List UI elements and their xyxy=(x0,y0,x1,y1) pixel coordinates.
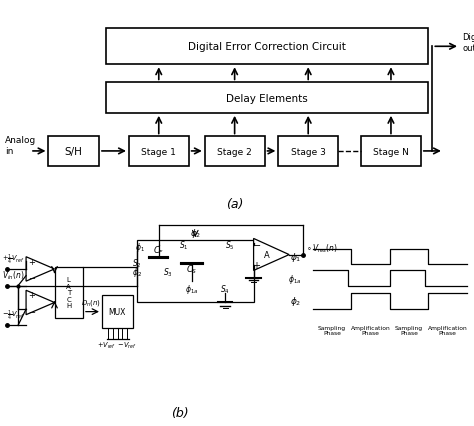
Text: Stage 3: Stage 3 xyxy=(291,147,326,156)
FancyBboxPatch shape xyxy=(278,137,338,166)
FancyBboxPatch shape xyxy=(106,83,428,114)
Text: $\phi_2$: $\phi_2$ xyxy=(132,266,142,279)
FancyBboxPatch shape xyxy=(102,295,133,328)
Text: S/H: S/H xyxy=(65,147,82,157)
Text: Sampling
Phase: Sampling Phase xyxy=(395,325,423,336)
Text: $+$: $+$ xyxy=(252,260,262,271)
FancyBboxPatch shape xyxy=(361,137,421,166)
Text: A: A xyxy=(264,250,269,259)
FancyBboxPatch shape xyxy=(106,29,428,65)
FancyBboxPatch shape xyxy=(129,137,189,166)
Text: Amplification
Phase: Amplification Phase xyxy=(351,325,391,336)
Text: L
A
T
C
H: L A T C H xyxy=(66,277,72,309)
Polygon shape xyxy=(26,257,55,282)
Text: $S_1$: $S_1$ xyxy=(179,239,189,251)
Text: $+V_{ref}$  $-V_{ref}$: $+V_{ref}$ $-V_{ref}$ xyxy=(97,340,137,351)
Text: $+\frac{1}{4}V_{ref}$: $+\frac{1}{4}V_{ref}$ xyxy=(2,252,25,266)
FancyBboxPatch shape xyxy=(48,137,99,166)
Text: +: + xyxy=(28,291,35,299)
Polygon shape xyxy=(26,291,55,315)
Text: $-$: $-$ xyxy=(27,305,36,314)
Text: Analog
in: Analog in xyxy=(5,136,36,155)
Text: $V_{in}(n)$: $V_{in}(n)$ xyxy=(2,269,25,282)
Text: $S_3$: $S_3$ xyxy=(164,266,173,279)
Text: $-$: $-$ xyxy=(27,271,36,280)
Text: Delay Elements: Delay Elements xyxy=(226,93,308,104)
Text: (a): (a) xyxy=(226,197,243,210)
Text: $\phi_1$: $\phi_1$ xyxy=(290,250,301,264)
Text: Amplification
Phase: Amplification Phase xyxy=(428,325,467,336)
Text: $-$: $-$ xyxy=(252,239,262,248)
Text: Sampling
Phase: Sampling Phase xyxy=(318,325,346,336)
Text: MUX: MUX xyxy=(109,308,126,317)
Text: $D_n(n)$: $D_n(n)$ xyxy=(82,297,101,307)
Text: Stage 2: Stage 2 xyxy=(217,147,252,156)
Text: Stage 1: Stage 1 xyxy=(141,147,176,156)
Text: $C_S$: $C_S$ xyxy=(186,263,198,276)
Text: $C_F$: $C_F$ xyxy=(153,244,164,256)
Text: +: + xyxy=(28,257,35,266)
FancyBboxPatch shape xyxy=(205,137,264,166)
Text: $\phi_{1a}$: $\phi_{1a}$ xyxy=(185,282,199,296)
Text: $\phi_{1a}$: $\phi_{1a}$ xyxy=(288,272,301,285)
Text: $\phi_1$: $\phi_1$ xyxy=(135,241,145,253)
Text: $\phi_2$: $\phi_2$ xyxy=(290,295,301,308)
Text: $S_5$: $S_5$ xyxy=(225,239,235,251)
FancyBboxPatch shape xyxy=(137,240,254,303)
Text: $-\frac{1}{4}V_{ref}$: $-\frac{1}{4}V_{ref}$ xyxy=(2,308,25,322)
Text: Digital
out: Digital out xyxy=(462,33,474,53)
Text: $S_2$: $S_2$ xyxy=(132,257,142,269)
Text: (b): (b) xyxy=(171,406,189,419)
Text: Stage N: Stage N xyxy=(373,147,409,156)
FancyBboxPatch shape xyxy=(55,268,83,318)
Text: $S_4$: $S_4$ xyxy=(220,283,230,295)
Text: $\circ\,V_{res}(n)$: $\circ\,V_{res}(n)$ xyxy=(306,242,337,254)
Text: $\phi_2$: $\phi_2$ xyxy=(190,226,201,239)
Text: Digital Error Correction Circuit: Digital Error Correction Circuit xyxy=(188,42,346,52)
Polygon shape xyxy=(254,239,289,271)
